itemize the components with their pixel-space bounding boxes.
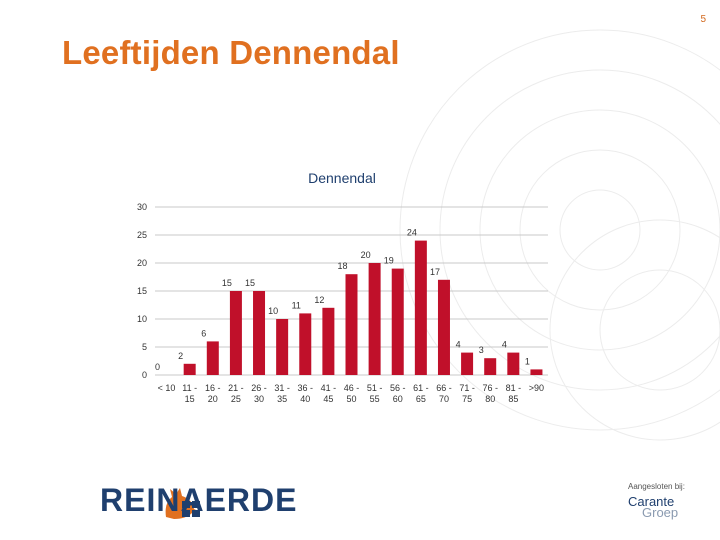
bar	[507, 352, 520, 375]
data-label: 19	[384, 256, 394, 266]
data-label: 6	[201, 328, 206, 338]
bar	[461, 352, 474, 375]
data-label: 18	[337, 261, 347, 271]
bar	[253, 291, 266, 375]
x-tick-label: 71 -	[459, 383, 475, 393]
bar	[530, 369, 543, 375]
bar	[368, 263, 381, 375]
x-tick-label: 21 -	[228, 383, 244, 393]
affiliation-label: Aangesloten bij:	[628, 482, 685, 491]
y-tick-label: 15	[137, 286, 147, 296]
bar	[484, 358, 497, 375]
x-tick-label: 55	[370, 394, 380, 404]
data-label: 24	[407, 228, 417, 238]
data-label: 0	[155, 362, 160, 372]
x-tick-label: 26 -	[251, 383, 267, 393]
x-tick-label: < 10	[158, 383, 176, 393]
x-tick-label: 70	[439, 394, 449, 404]
bar	[322, 307, 335, 375]
x-tick-label: 51 -	[367, 383, 383, 393]
bar	[183, 363, 196, 375]
data-label: 2	[178, 351, 183, 361]
x-tick-label: 16 -	[205, 383, 221, 393]
data-label: 15	[222, 278, 232, 288]
x-tick-label: 50	[346, 394, 356, 404]
data-label: 4	[456, 340, 461, 350]
x-tick-label: 35	[277, 394, 287, 404]
x-tick-label: 56 -	[390, 383, 406, 393]
y-tick-label: 20	[137, 258, 147, 268]
affiliation-brand-line2: Groep	[642, 505, 679, 520]
x-tick-label: 80	[485, 394, 495, 404]
x-tick-label: 65	[416, 394, 426, 404]
chart-title: Dennendal	[308, 170, 376, 186]
data-label: 15	[245, 278, 255, 288]
y-tick-label: 10	[137, 314, 147, 324]
data-label: 20	[361, 250, 371, 260]
bar	[276, 319, 289, 375]
data-label: 1	[525, 356, 530, 366]
page-number: 5	[700, 14, 706, 25]
data-label: 10	[268, 306, 278, 316]
reinaerde-logo-mark	[165, 488, 200, 519]
y-tick-label: 25	[137, 230, 147, 240]
x-tick-label: 30	[254, 394, 264, 404]
affiliation: Aangesloten bij: Carante Groep	[628, 482, 718, 519]
x-tick-label: 11 -	[182, 383, 197, 393]
logo-text: REINAERDE	[100, 482, 298, 518]
x-tick-label: 36 -	[298, 383, 314, 393]
x-tick-label: >90	[529, 383, 544, 393]
bar	[437, 279, 450, 375]
bar	[414, 240, 427, 375]
x-tick-label: 20	[208, 394, 218, 404]
data-label: 12	[314, 295, 324, 305]
bar	[345, 274, 358, 375]
x-tick-label: 45	[323, 394, 333, 404]
data-label: 4	[502, 340, 507, 350]
x-tick-label: 85	[508, 394, 518, 404]
x-tick-label: 60	[393, 394, 403, 404]
data-label: 17	[430, 267, 440, 277]
bar	[206, 341, 219, 375]
x-tick-label: 76 -	[482, 383, 498, 393]
data-label: 11	[292, 300, 301, 310]
affiliation-brand-line1: Carante	[628, 494, 675, 509]
x-tick-label: 81 -	[506, 383, 522, 393]
x-tick-label: 46 -	[344, 383, 360, 393]
x-tick-label: 15	[185, 394, 195, 404]
x-tick-label: 40	[300, 394, 310, 404]
x-tick-label: 66 -	[436, 383, 452, 393]
x-tick-label: 31 -	[274, 383, 290, 393]
bar	[229, 291, 242, 375]
x-tick-label: 25	[231, 394, 241, 404]
y-tick-label: 0	[142, 370, 147, 380]
y-tick-label: 5	[142, 342, 147, 352]
y-tick-label: 30	[137, 202, 147, 212]
x-tick-label: 75	[462, 394, 472, 404]
data-label: 3	[479, 345, 484, 355]
x-tick-label: 41 -	[321, 383, 337, 393]
bar	[299, 313, 312, 375]
bar	[391, 268, 404, 375]
x-tick-label: 61 -	[413, 383, 429, 393]
page-title: Leeftijden Dennendal	[62, 34, 400, 71]
